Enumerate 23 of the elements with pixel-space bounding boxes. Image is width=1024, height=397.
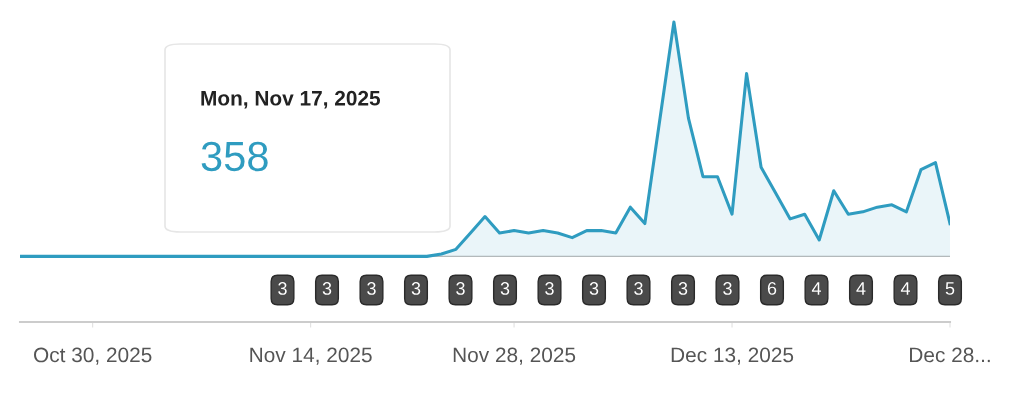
text: 3 xyxy=(723,282,732,295)
text: 4 xyxy=(811,282,821,295)
x-tick-label: Oct 30, 2025 xyxy=(34,347,152,365)
text: 3 xyxy=(322,282,332,295)
x-tick-label: Nov 14, 2025 xyxy=(250,347,372,365)
annotation: Mon, Nov 17, 2025 xyxy=(201,90,381,109)
text: 4 xyxy=(856,282,866,295)
text: 3 xyxy=(634,282,643,295)
text: 4 xyxy=(900,282,910,295)
x-tick-label: Dec 28... xyxy=(910,347,990,363)
text: 5 xyxy=(945,282,955,295)
text: 6 xyxy=(767,282,777,295)
text: 3 xyxy=(545,282,554,295)
text: 3 xyxy=(678,282,688,295)
text: 3 xyxy=(411,282,421,295)
x-tick-label: Nov 28, 2025 xyxy=(453,347,576,365)
text: 3 xyxy=(500,282,510,295)
x-tick-label: Dec 13, 2025 xyxy=(671,347,794,365)
text: 3 xyxy=(589,282,599,295)
text: 3 xyxy=(456,282,465,295)
text: 3 xyxy=(278,282,287,295)
text: 3 xyxy=(367,282,376,295)
annotation: 358 xyxy=(201,141,268,172)
